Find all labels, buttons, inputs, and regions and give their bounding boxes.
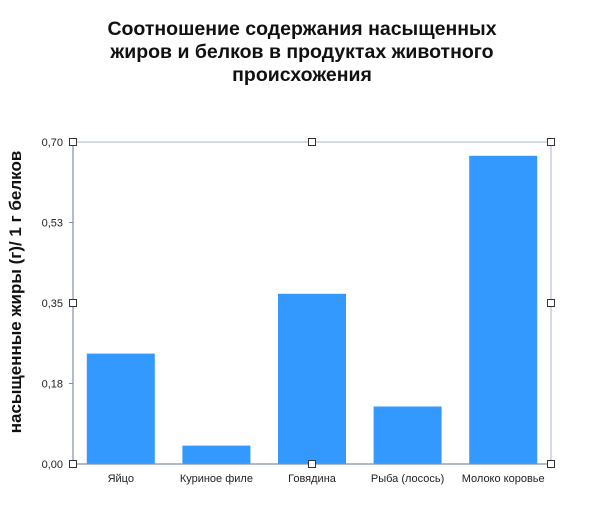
x-tick-label-2: Говядина [288,473,337,485]
bar-2[interactable] [278,293,346,464]
chart-title-line-1: Соотношение содержания насыщенных [107,18,497,40]
y-tick-label-2: 0,35 [42,298,63,310]
resize-handle-top-center[interactable] [308,138,316,146]
x-tick-label-0: Яйцо [108,473,134,485]
bar-1[interactable] [182,445,251,464]
chart-title-line-3: происхожения [232,64,372,86]
resize-handle-top-right[interactable] [547,138,555,146]
resize-handle-bottom-left[interactable] [69,460,77,468]
y-tick-label-1: 0,18 [42,379,63,391]
bar-0[interactable] [86,353,155,464]
resize-handle-bottom-center[interactable] [308,460,316,468]
resize-handle-middle-right[interactable] [547,299,555,307]
chart-title: Соотношение содержания насыщенных жиров … [0,18,604,87]
x-tick-label-3: Рыба (лосось) [371,473,444,485]
y-tick-label-4: 0,70 [42,137,63,149]
resize-handle-top-left[interactable] [69,138,77,146]
x-tick-label-1: Куриное филе [180,473,253,485]
bar-4[interactable] [469,155,538,465]
y-tick-label-0: 0,00 [42,459,63,471]
resize-handle-middle-left[interactable] [69,299,77,307]
chart-title-line-2: жиров и белков в продуктах животного [110,41,494,63]
resize-handle-bottom-right[interactable] [547,460,555,468]
y-tick-label-3: 0,53 [42,218,63,230]
bar-3[interactable] [373,406,442,465]
x-tick-label-4: Молоко коровье [462,473,545,485]
